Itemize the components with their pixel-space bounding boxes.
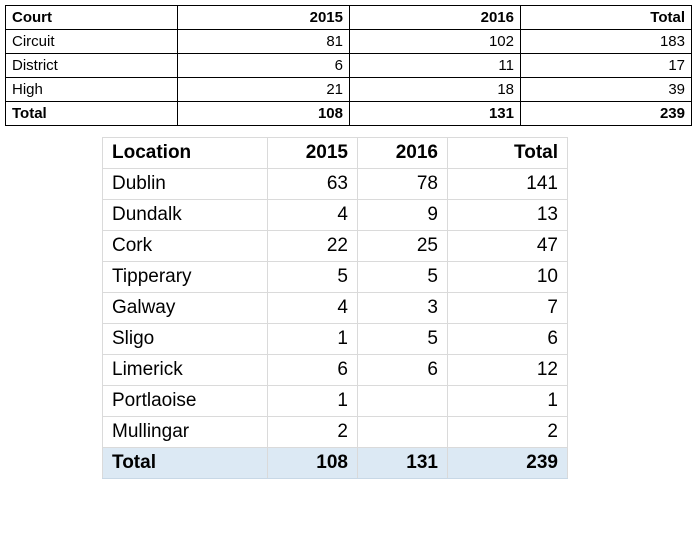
table-row: Portlaoise 1 1	[102, 385, 568, 417]
value-total: 141	[447, 168, 568, 200]
value-2015: 1	[267, 323, 358, 355]
table-row: High 21 18 39	[5, 77, 692, 102]
table-row: Sligo 1 5 6	[102, 323, 568, 355]
value-2016: 5	[357, 261, 448, 293]
total-label: Total	[5, 101, 178, 126]
total-2016: 131	[349, 101, 521, 126]
value-2015: 6	[267, 354, 358, 386]
value-total: 10	[447, 261, 568, 293]
year-2015-header: 2015	[267, 137, 358, 169]
total-total: 239	[520, 101, 692, 126]
total-header: Total	[520, 5, 692, 30]
court-table-header-row: Court 2015 2016 Total	[5, 5, 692, 30]
table-row: District 6 11 17	[5, 53, 692, 78]
table-row: Circuit 81 102 183	[5, 29, 692, 54]
location-name: Dublin	[102, 168, 268, 200]
table-row: Galway 4 3 7	[102, 292, 568, 324]
court-name: District	[5, 53, 178, 78]
location-total-row: Total 108 131 239	[102, 447, 568, 479]
year-2016-header: 2016	[357, 137, 448, 169]
table-row: Tipperary 5 5 10	[102, 261, 568, 293]
value-total: 6	[447, 323, 568, 355]
value-2015: 81	[177, 29, 350, 54]
table-row: Mullingar 2 2	[102, 416, 568, 448]
court-name: Circuit	[5, 29, 178, 54]
value-2015: 21	[177, 77, 350, 102]
location-name: Portlaoise	[102, 385, 268, 417]
value-total: 183	[520, 29, 692, 54]
table-row: Dublin 63 78 141	[102, 168, 568, 200]
total-2015: 108	[267, 447, 358, 479]
location-name: Cork	[102, 230, 268, 262]
value-2015: 4	[267, 292, 358, 324]
value-2016: 11	[349, 53, 521, 78]
location-header: Location	[102, 137, 268, 169]
value-2015: 6	[177, 53, 350, 78]
total-2016: 131	[357, 447, 448, 479]
location-table: Location 2015 2016 Total Dublin 63 78 14…	[102, 137, 568, 479]
total-label: Total	[102, 447, 268, 479]
year-2015-header: 2015	[177, 5, 350, 30]
total-header: Total	[447, 137, 568, 169]
court-total-row: Total 108 131 239	[5, 101, 692, 126]
value-2016: 18	[349, 77, 521, 102]
court-name: High	[5, 77, 178, 102]
location-name: Galway	[102, 292, 268, 324]
court-header: Court	[5, 5, 178, 30]
value-total: 13	[447, 199, 568, 231]
value-2015: 2	[267, 416, 358, 448]
location-name: Tipperary	[102, 261, 268, 293]
value-2016: 102	[349, 29, 521, 54]
value-2015: 4	[267, 199, 358, 231]
table-row: Limerick 6 6 12	[102, 354, 568, 386]
value-2016: 78	[357, 168, 448, 200]
court-table: Court 2015 2016 Total Circuit 81 102 183…	[5, 5, 692, 126]
value-total: 47	[447, 230, 568, 262]
total-total: 239	[447, 447, 568, 479]
value-2016	[357, 416, 448, 448]
value-2016: 6	[357, 354, 448, 386]
value-total: 7	[447, 292, 568, 324]
value-2015: 22	[267, 230, 358, 262]
value-2016: 25	[357, 230, 448, 262]
location-table-header-row: Location 2015 2016 Total	[102, 137, 568, 169]
location-name: Mullingar	[102, 416, 268, 448]
table-row: Dundalk 4 9 13	[102, 199, 568, 231]
table-row: Cork 22 25 47	[102, 230, 568, 262]
location-name: Sligo	[102, 323, 268, 355]
value-2016: 5	[357, 323, 448, 355]
value-total: 17	[520, 53, 692, 78]
value-2016	[357, 385, 448, 417]
value-2016: 9	[357, 199, 448, 231]
value-2015: 5	[267, 261, 358, 293]
value-total: 12	[447, 354, 568, 386]
total-2015: 108	[177, 101, 350, 126]
year-2016-header: 2016	[349, 5, 521, 30]
value-total: 2	[447, 416, 568, 448]
location-name: Dundalk	[102, 199, 268, 231]
value-total: 39	[520, 77, 692, 102]
value-2015: 63	[267, 168, 358, 200]
value-2015: 1	[267, 385, 358, 417]
value-2016: 3	[357, 292, 448, 324]
location-name: Limerick	[102, 354, 268, 386]
value-total: 1	[447, 385, 568, 417]
